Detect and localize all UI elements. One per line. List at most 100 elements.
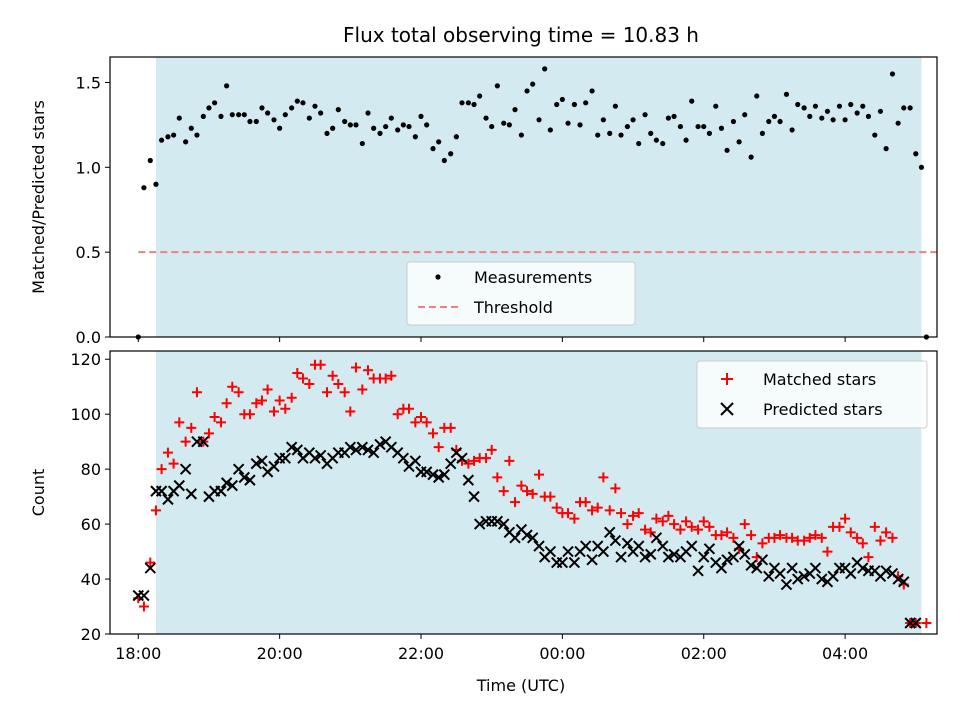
measurements-point [501, 120, 507, 126]
measurements-point [830, 117, 836, 123]
predicted-stars-point [238, 471, 251, 484]
measurements-point [430, 146, 436, 152]
matched-stars-point [598, 472, 609, 483]
measurements-point [872, 132, 878, 138]
measurements-point [441, 157, 447, 164]
predicted-stars-point [621, 537, 634, 550]
predicted-stars-point [556, 556, 569, 569]
matched-stars-point [469, 455, 480, 466]
legend-matched-label: Matched stars [763, 370, 876, 389]
measurements-point [795, 101, 801, 108]
matched-stars-point [297, 373, 308, 384]
predicted-stars-point [910, 617, 922, 629]
predicted-stars-point [880, 565, 892, 577]
matched-stars-point [292, 367, 303, 378]
predicted-stars-point [179, 463, 192, 475]
x-axis-label: Time (UTC) [476, 676, 565, 695]
y-tick-label: 80 [81, 460, 101, 479]
matched-stars-point [156, 464, 167, 475]
measurements-point [459, 100, 465, 106]
predicted-stars-point [526, 532, 539, 544]
predicted-stars-point [456, 452, 468, 464]
measurements-point [171, 132, 177, 138]
matched-stars-point [357, 384, 368, 395]
matched-stars-point [875, 535, 886, 546]
measurements-point [395, 127, 401, 133]
matched-stars-point [869, 521, 880, 532]
measurements-point [265, 110, 271, 116]
measurements-point [424, 122, 430, 128]
measurements-point [683, 137, 689, 143]
matched-stars-point [339, 387, 350, 398]
predicted-stars-point [780, 578, 793, 591]
measurements-point [701, 123, 707, 130]
predicted-stars-point [586, 554, 598, 566]
predicted-stars-point [279, 452, 292, 464]
matched-stars-point [787, 532, 798, 543]
predicted-stars-point [356, 441, 369, 453]
measurements-point [907, 105, 913, 111]
measurements-point [406, 123, 412, 130]
measurements-point [306, 115, 312, 121]
measurements-point [889, 71, 896, 77]
matched-stars-point [551, 502, 562, 513]
legend-predicted-marker [720, 402, 734, 416]
count-legend: Matched stars Predicted stars [696, 360, 928, 429]
matched-stars-point [410, 417, 421, 428]
measurements-point [618, 132, 624, 138]
matched-stars-point [280, 403, 291, 414]
matched-stars-point [262, 384, 273, 395]
measurements-point [565, 120, 571, 126]
count-axes-frame [109, 350, 938, 635]
predicted-stars-point [544, 545, 557, 558]
predicted-stars-point [597, 545, 610, 558]
measurements-point [554, 101, 560, 108]
measurements-point [895, 120, 901, 126]
legend-measurements-marker [435, 274, 441, 280]
measurements-point [212, 100, 218, 106]
matched-stars-point [504, 455, 515, 466]
matched-stars-point [333, 378, 344, 389]
predicted-stars-point [462, 474, 475, 486]
predicted-stars-point [845, 567, 857, 580]
measurements-point [342, 118, 348, 125]
legend-predicted-label: Predicted stars [763, 400, 883, 419]
predicted-stars-point [468, 490, 480, 503]
measurements-point [530, 81, 536, 87]
matched-stars-point [527, 488, 538, 499]
predicted-stars-point [657, 540, 669, 552]
predicted-stars-point [698, 551, 710, 563]
ratio-points [135, 66, 929, 340]
measurements-point [865, 113, 872, 119]
matched-stars-point [881, 527, 892, 538]
y-tick-label: 1.0 [76, 158, 101, 177]
predicted-stars-point [650, 532, 663, 544]
measurements-point [188, 125, 194, 131]
matched-stars-point [486, 444, 497, 455]
matched-stars-point [428, 428, 439, 439]
predicted-stars-point [173, 479, 185, 492]
measurements-point [483, 115, 489, 121]
ratio-legend: Measurements Threshold [406, 261, 636, 326]
matched-stars-point [315, 359, 326, 370]
predicted-stars-point [473, 518, 486, 530]
matched-stars-point [628, 510, 639, 521]
predicted-stars-point [250, 457, 263, 470]
x-tick-label: 20:00 [257, 644, 303, 663]
predicted-stars-point [291, 444, 304, 456]
predicted-stars-point [444, 457, 457, 470]
ratio-panel: 0.0 0.5 1.0 1.5 Matched/Predicted stars Mea… [29, 56, 938, 347]
measurements-point [665, 115, 672, 121]
measurements-point [147, 157, 153, 164]
predicted-stars-point [721, 554, 733, 566]
matched-stars-point [804, 532, 815, 543]
predicted-stars-point [397, 452, 410, 464]
predicted-stars-point [220, 477, 233, 489]
predicted-stars-point [604, 526, 616, 539]
measurements-point [436, 139, 442, 145]
measurements-point [842, 117, 848, 123]
measurements-point [229, 112, 235, 118]
matched-stars-point [604, 505, 615, 516]
matched-stars-point [704, 521, 715, 532]
